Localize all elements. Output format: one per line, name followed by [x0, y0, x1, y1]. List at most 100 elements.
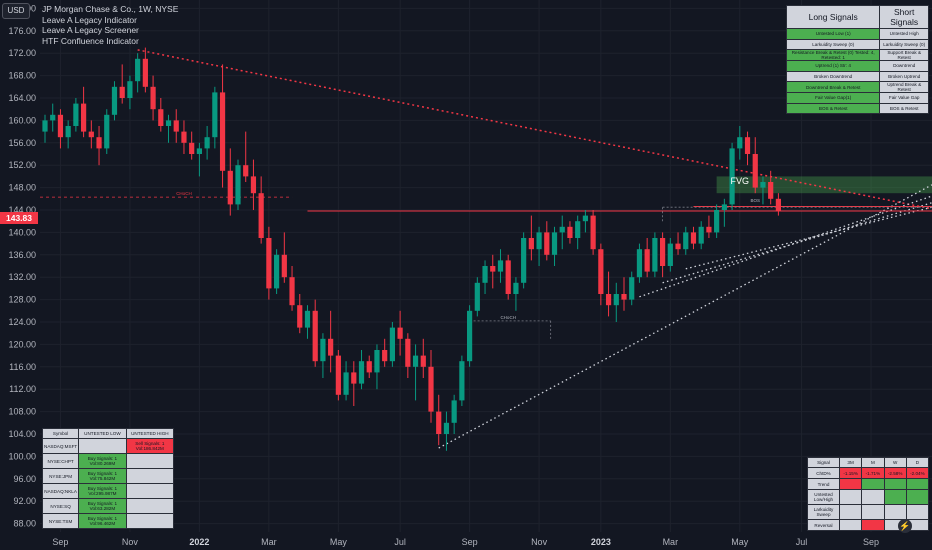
- choch-mid-label: CHoCH: [500, 315, 516, 320]
- mtf-value-cell: -2.58%: [883, 467, 907, 479]
- candle-body: [212, 92, 218, 138]
- candle-body: [289, 277, 295, 306]
- candle-body: [582, 215, 588, 222]
- annotation-labels: FVG CHoCH CHoCH BOS: [176, 176, 760, 320]
- candle-body: [467, 310, 473, 362]
- candle-body: [328, 338, 334, 356]
- x-tick-label: Nov: [531, 537, 548, 547]
- currency-selector[interactable]: USD: [2, 3, 30, 19]
- candle-body: [536, 232, 542, 250]
- symbol-title[interactable]: JP Morgan Chase & Co., 1W, NYSE: [42, 4, 179, 14]
- screener-header-high: UNTESTED HIGH: [125, 428, 175, 439]
- candle-body: [243, 165, 249, 177]
- screener-symbol-cell: NASDAQ:MSFT: [41, 438, 80, 454]
- candle-body: [737, 137, 743, 149]
- mtf-header-d: D: [905, 457, 930, 468]
- candle-body: [343, 372, 349, 395]
- mtf-value-cell: [861, 489, 885, 505]
- screener-high-cell: [125, 468, 175, 484]
- y-tick-label: 160.00: [8, 115, 36, 125]
- candle-body: [644, 249, 650, 272]
- mtf-row: Larkuidity Sweep: [807, 504, 930, 520]
- candle-body: [88, 131, 94, 138]
- candle-body: [204, 137, 210, 149]
- x-tick-label: Sep: [52, 537, 68, 547]
- mtf-table: Signal 3M M W D ChtD% -1.15% -1.71% -2.58% -…: [807, 457, 930, 531]
- candle-body: [698, 226, 704, 244]
- candle-body: [420, 355, 426, 367]
- mtf-row: Trend: [807, 478, 930, 490]
- candle-body: [274, 254, 280, 289]
- screener-row[interactable]: NASDAQ:NKLA Buy Signals: 1 Vol:295.987M: [41, 483, 175, 499]
- candle-body: [721, 204, 727, 210]
- signals-row: Downtrend Break & Retest Uptrend Break & …: [785, 81, 929, 93]
- mtf-value-cell: [861, 519, 885, 531]
- screener-low-cell: Buy Signals: 1 Vol:295.987M: [78, 483, 127, 499]
- candle-body: [135, 58, 141, 82]
- mtf-header-signal: Signal: [807, 457, 840, 468]
- fvg-label: FVG: [731, 176, 750, 186]
- ascending-trendline: [662, 202, 932, 284]
- screener-high-cell: [125, 483, 175, 499]
- y-tick-label: 92.00: [13, 496, 36, 506]
- candle-body: [768, 182, 774, 199]
- x-tick-label: Mar: [663, 537, 679, 547]
- screener-row[interactable]: NYSE:JPM Buy Signals: 1 Vol:75.842M: [41, 468, 175, 484]
- candle-body: [351, 372, 357, 384]
- candle-body: [528, 238, 534, 250]
- time-axis: Sep Nov 2022 Mar May Jul Sep Nov 2023 Mar May Jul Se…: [52, 537, 879, 547]
- signals-table: Long Signals Short Signals Untested Low …: [785, 5, 929, 114]
- mtf-value-cell: [905, 478, 930, 490]
- candle-body: [111, 86, 118, 115]
- screener-row[interactable]: NYSE:SQ Buy Signals: 1 Vol:63.282M: [41, 498, 175, 514]
- signals-row: Broken Downtrend Broken Uptrend: [785, 70, 929, 82]
- candle-body: [551, 232, 558, 255]
- screener-row[interactable]: NASDAQ:MSFT Sell Signals: 1 Vol:186.842M: [41, 438, 175, 454]
- candle-body: [428, 366, 434, 412]
- candle-body: [397, 327, 403, 339]
- mtf-label-cell: Untested Low/High: [807, 489, 840, 505]
- screener-symbol-cell: NYSE:CHPT: [41, 453, 80, 469]
- candle-body: [258, 193, 264, 238]
- long-signal-cell: Uptrend (1) Str: 4: [785, 60, 881, 72]
- short-signal-cell: Fair Value Gap: [879, 92, 929, 104]
- candle-body: [660, 238, 666, 266]
- y-tick-label: 120.00: [8, 339, 36, 349]
- candle-body: [42, 120, 48, 132]
- indicator-legend-2[interactable]: Leave A Legacy Screener: [42, 25, 139, 35]
- screener-row[interactable]: NYSE:CHPT Buy Signals: 1 Vol:80.269M: [41, 453, 175, 469]
- short-signal-cell: Broken Uptrend: [879, 70, 929, 82]
- candle-body: [490, 266, 496, 272]
- candle-body: [729, 148, 735, 205]
- candle-body: [505, 260, 511, 294]
- screener-row[interactable]: NYSE:TSM Buy Signals: 1 Vol:96.462M: [41, 513, 175, 529]
- screener-symbol-cell: NYSE:SQ: [41, 498, 80, 514]
- candle-body: [405, 338, 411, 367]
- x-tick-label: May: [330, 537, 348, 547]
- screener-low-cell: [78, 438, 127, 454]
- indicator-legend-3[interactable]: HTF Confluence Indicator: [42, 35, 139, 46]
- indicator-legend-1[interactable]: Leave A Legacy Indicator: [42, 14, 137, 25]
- mtf-value-cell: -2.04%: [905, 467, 930, 479]
- screener-symbol-cell: NYSE:TSM: [41, 513, 80, 529]
- ascending-trendline: [639, 195, 932, 298]
- long-signal-cell: Downtrend Break & Retest: [785, 81, 881, 93]
- mtf-label-cell: Reversal: [807, 519, 840, 531]
- y-tick-label: 96.00: [13, 474, 36, 484]
- screener-high-cell: [125, 498, 175, 514]
- candle-body: [605, 294, 612, 306]
- candle-body: [358, 361, 365, 384]
- short-signal-cell: Uptrend Break & Retest: [879, 81, 929, 93]
- mtf-value-cell: [883, 504, 907, 520]
- mtf-value-cell: -1.15%: [838, 467, 863, 479]
- candle-body: [374, 350, 380, 373]
- candle-body: [389, 327, 395, 362]
- long-signal-cell: Broken Downtrend: [785, 70, 881, 82]
- candle-body: [81, 103, 87, 132]
- candle-body: [181, 131, 187, 143]
- screener-low-cell: Buy Signals: 1 Vol:96.462M: [78, 513, 127, 529]
- screener-table: Symbol UNTESTED LOW UNTESTED HIGH NASDAQ…: [41, 428, 175, 529]
- lightning-icon[interactable]: ⚡: [898, 519, 912, 533]
- long-signal-cell: Resistance Break & Retest (0) Tested: 4,…: [785, 49, 881, 61]
